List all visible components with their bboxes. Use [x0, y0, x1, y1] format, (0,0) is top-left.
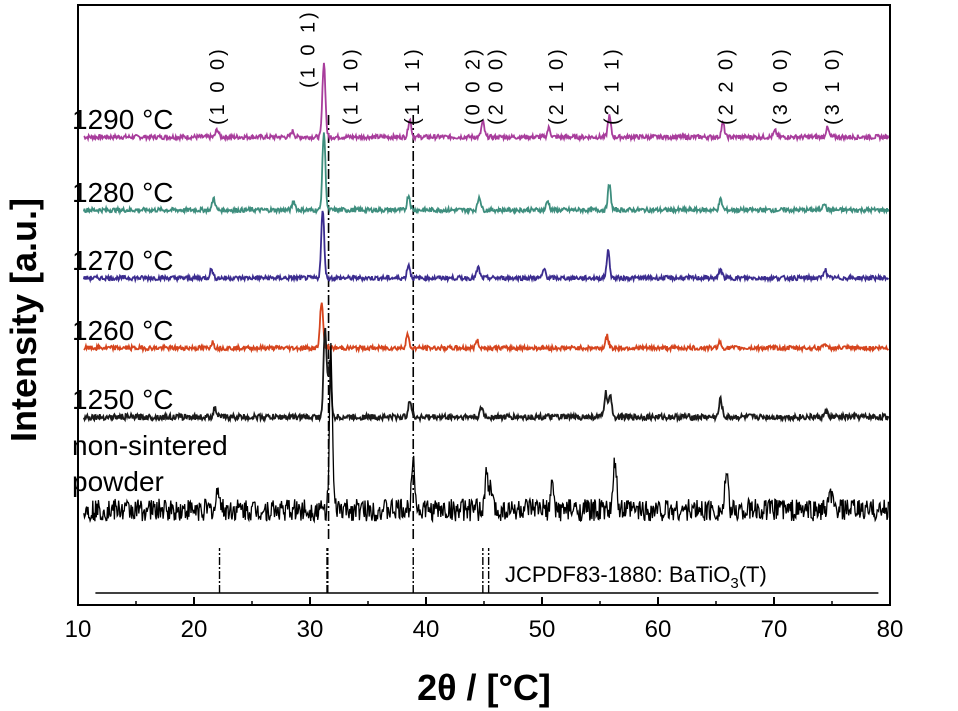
series-label: 1290 °C [72, 104, 174, 135]
reference-pattern: JCPDF83-1880: BaTiO3(T) [95, 548, 879, 594]
series-label: 1260 °C [72, 315, 174, 346]
series-label-powder-line1: non-sintered [72, 430, 228, 461]
series-label-powder-line2: powder [72, 466, 164, 497]
peak-index-label: (2 2 0) [715, 46, 737, 125]
peak-index-label: (1 1 0) [341, 46, 363, 125]
peak-index-label: (1 0 1) [298, 9, 320, 88]
x-tick-label: 10 [65, 616, 92, 643]
series-group [82, 62, 890, 524]
peak-index-label: (2 1 1) [602, 46, 624, 125]
peak-index-label: (2 1 0) [546, 46, 568, 125]
series-line-4 [82, 327, 890, 424]
peak-index-label: (3 0 0) [770, 46, 792, 125]
peak-index-label: (0 0 2) [462, 46, 484, 125]
reference-dash-lines [327, 115, 415, 540]
x-tick-label: 60 [645, 616, 672, 643]
x-tick-label: 40 [413, 616, 440, 643]
series-label: 1270 °C [72, 245, 174, 276]
series-line-1 [82, 132, 890, 216]
x-axis-ticks: 10 20 30 40 50 60 70 80 [65, 597, 904, 643]
series-line-2 [82, 210, 890, 284]
reference-label: JCPDF83-1880: BaTiO3(T) [505, 562, 767, 592]
series-labels: 1290 °C 1280 °C 1270 °C 1260 °C 1250 °C non-s… [72, 104, 228, 497]
peak-index-label: (3 1 0) [822, 46, 844, 125]
x-tick-label: 80 [877, 616, 904, 643]
series-line-5 [83, 342, 890, 524]
peak-index-label: (2 0 0) [486, 46, 508, 125]
reference-label-subscript: 3 [730, 575, 738, 592]
x-tick-label: 50 [529, 616, 556, 643]
series-label: 1280 °C [72, 177, 174, 208]
x-axis-title: 2θ / [°C] [417, 667, 551, 708]
reference-label-main: JCPDF83-1880: BaTiO [505, 562, 730, 587]
peak-index-label: (1 1 1) [402, 46, 424, 125]
series-line-0 [83, 62, 890, 143]
series-line-3 [83, 302, 890, 354]
x-tick-label: 70 [761, 616, 788, 643]
peak-index-label: (1 0 0) [207, 46, 229, 125]
peak-index-labels: (1 0 0) (1 0 1) (1 1 0) (1 1 1) (0 0 2) (2 0 … [207, 9, 844, 125]
y-axis-title: Intensity [a.u.] [3, 198, 44, 442]
x-tick-label: 20 [181, 616, 208, 643]
series-label: 1250 °C [72, 384, 174, 415]
x-tick-label: 30 [297, 616, 324, 643]
reference-label-suffix: (T) [739, 562, 767, 587]
series-label-powder: non-sintered powder [72, 430, 228, 497]
